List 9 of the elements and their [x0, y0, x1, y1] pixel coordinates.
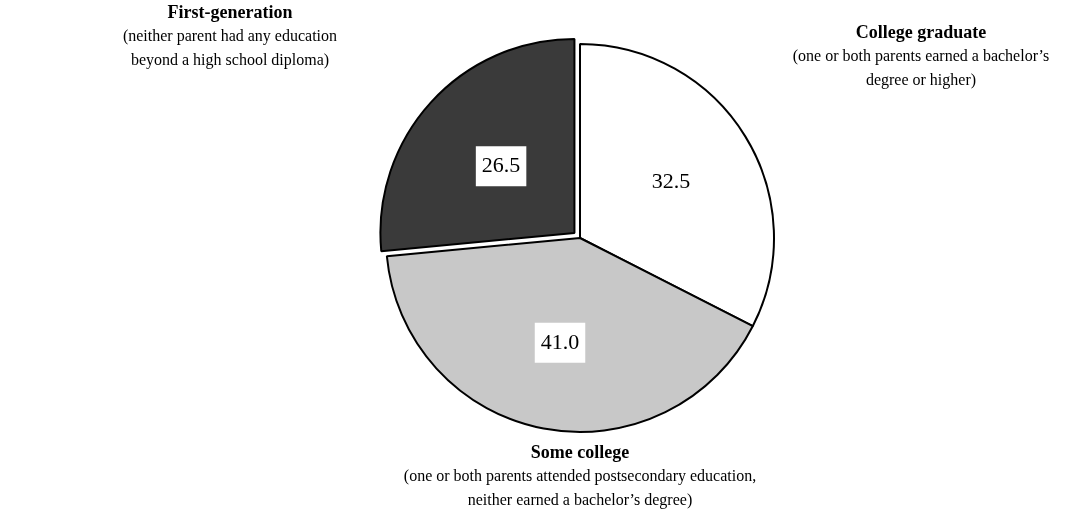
data-label: 41.0: [540, 328, 580, 354]
slice-label: Some college: [529, 441, 631, 464]
data-label: 32.5: [651, 168, 691, 194]
data-label: 26.5: [481, 151, 521, 177]
slice-label: First-generation: [166, 1, 294, 24]
text: (one or both parents earned a bachelor’s degree or higher): [791, 46, 1051, 91]
slice-label: College graduate: [854, 21, 988, 44]
text: (one or both parents attended postsecondary education, neither earned a bachelor’s degree): [402, 466, 758, 511]
text: (neither parent had any education beyond a high school diploma): [121, 26, 339, 71]
